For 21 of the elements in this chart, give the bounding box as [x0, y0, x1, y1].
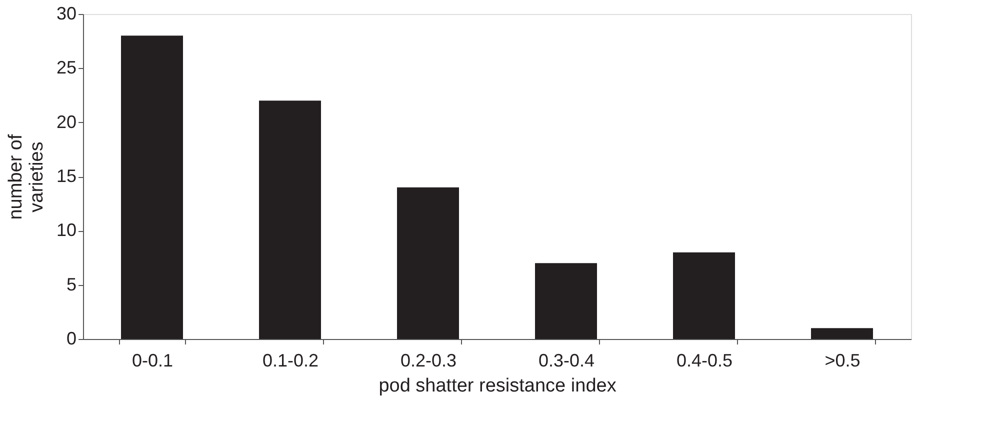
x-tick-label: >0.5	[824, 350, 860, 370]
y-tick-label: 10	[56, 220, 76, 240]
bar	[673, 252, 735, 339]
y-axis-title: number of varieties	[5, 134, 48, 220]
x-axis-title: pod shatter resistance index	[378, 376, 617, 396]
bar	[811, 328, 873, 339]
y-tick-label: 15	[56, 166, 76, 186]
bar	[259, 100, 321, 339]
x-tick-label: 0.2-0.3	[400, 350, 457, 370]
y-tick-label: 25	[56, 58, 76, 78]
y-tick-label: 20	[56, 112, 76, 132]
x-tick-label: 0-0.1	[132, 350, 174, 370]
x-tick-label: 0.1-0.2	[262, 350, 319, 370]
bar	[121, 36, 183, 339]
x-tick-label: 0.3-0.4	[538, 350, 595, 370]
x-tick-label: 0.4-0.5	[676, 350, 733, 370]
y-tick-label: 0	[66, 328, 76, 348]
bar	[535, 263, 597, 339]
bar	[397, 187, 459, 339]
y-tick-label: 5	[66, 274, 76, 294]
y-tick-label: 30	[56, 4, 76, 24]
